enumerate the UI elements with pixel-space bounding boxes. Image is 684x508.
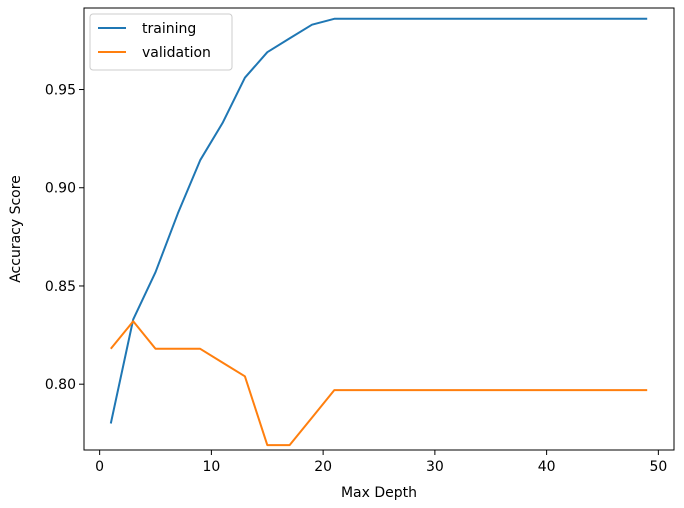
x-tick-label: 0	[95, 459, 104, 475]
y-tick-label: 0.90	[45, 181, 76, 197]
plot-frame	[83, 7, 675, 451]
y-tick-label: 0.85	[45, 279, 76, 295]
x-tick-label: 10	[202, 459, 220, 475]
y-tick-label: 0.80	[45, 377, 76, 393]
x-axis-label: Max Depth	[341, 485, 417, 501]
y-axis-ticks: 0.80 0.85 0.90 0.95	[45, 83, 84, 393]
series-line-training	[109, 17, 648, 424]
x-tick-label: 40	[538, 459, 556, 475]
legend-label-validation: validation	[142, 45, 211, 61]
series-lines	[109, 17, 648, 447]
series-line-validation	[110, 320, 648, 447]
x-axis-ticks: 0 10 20 30 40 50	[95, 450, 667, 475]
legend: training validation	[89, 13, 233, 71]
x-tick-label: 30	[426, 459, 444, 475]
legend-label-training: training	[142, 21, 196, 37]
x-tick-label: 50	[649, 459, 667, 475]
y-tick-label: 0.95	[45, 83, 76, 99]
y-axis-label: Accuracy Score	[8, 175, 24, 283]
x-tick-label: 20	[314, 459, 332, 475]
